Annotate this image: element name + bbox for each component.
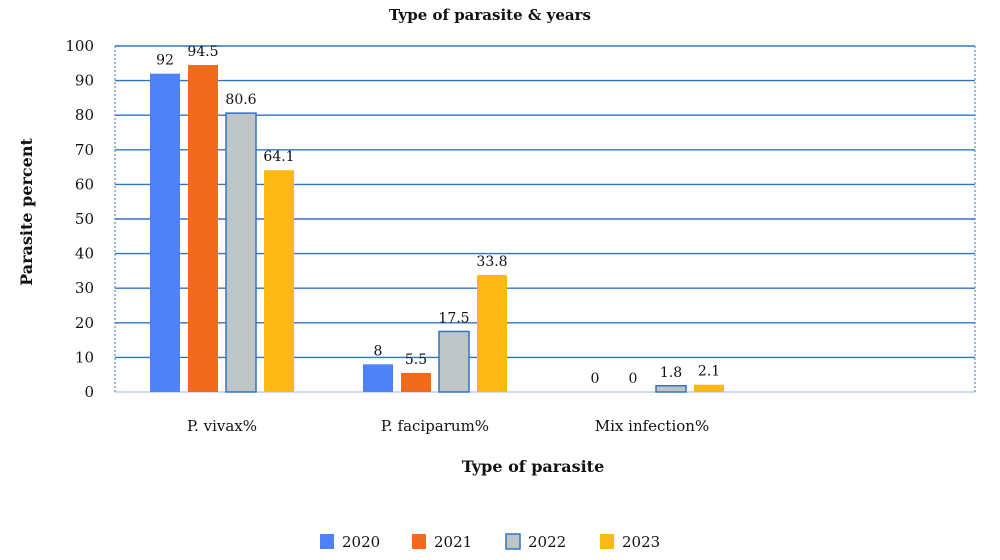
gridlines [114,45,976,393]
y-tick-label: 20 [75,314,94,332]
bar-2020-0 [150,73,180,393]
bar-2023-1 [477,275,507,392]
data-labels: 92 94.5 80.6 64.1 8 5.5 17.5 33.8 0 0 1.8 2.1 [156,44,720,387]
y-tick-label: 50 [75,210,94,228]
y-tick-label: 0 [84,383,94,401]
x-axis-title: Type of parasite [462,457,605,476]
y-tick-label: 70 [75,141,94,159]
legend-label-2022: 2022 [528,533,566,551]
data-label-2021-1: 5.5 [405,352,427,368]
chart-title: Type of parasite & years [389,6,591,24]
y-tick-label: 100 [65,37,94,55]
y-tick-label: 80 [75,106,94,124]
y-tick-label: 10 [75,348,94,366]
bar-2021-1 [401,372,431,392]
data-label-2022-2: 1.8 [660,365,682,381]
bar-2023-2 [694,384,724,392]
data-label-2021-2: 0 [629,371,638,387]
data-label-2023-2: 2.1 [698,364,720,380]
data-label-2022-0: 80.6 [225,92,256,108]
y-tick-label: 90 [75,72,94,90]
y-axis-title: Parasite percent [17,138,36,286]
category-labels: P. vivax% P. faciparum% Mix infection% [187,417,709,435]
y-tick-label: 60 [75,175,94,193]
legend-swatch-2023 [600,534,614,549]
bars [150,65,724,393]
data-label-2022-1: 17.5 [438,310,469,326]
category-label: Mix infection% [595,417,709,435]
bar-2022-2 [655,385,687,393]
bar-2022-1 [438,330,470,393]
category-label: P. faciparum% [381,417,489,435]
legend-label-2020: 2020 [342,533,380,551]
legend-label-2021: 2021 [434,533,472,551]
data-label-2020-0: 92 [156,53,174,69]
bar-2022-0 [225,112,257,393]
bar-2021-0 [188,65,218,392]
bar-2020-1 [363,364,393,392]
data-label-2023-1: 33.8 [476,254,507,270]
legend-swatch-2021 [412,534,426,549]
legend: 2020 2021 2022 2023 [320,533,660,551]
legend-swatch-2022 [505,533,521,550]
y-tick-label: 30 [75,279,94,297]
data-label-2023-0: 64.1 [263,149,294,165]
data-label-2020-1: 8 [374,343,383,359]
data-label-2021-0: 94.5 [187,44,218,60]
bar-2023-0 [264,170,294,392]
legend-label-2023: 2023 [622,533,660,551]
category-label: P. vivax% [187,417,257,435]
y-tick-label: 40 [75,245,94,263]
legend-swatch-2020 [320,534,334,549]
data-label-2020-2: 0 [591,371,600,387]
y-axis-ticks: 0 10 20 30 40 50 60 70 80 90 100 [65,37,94,401]
